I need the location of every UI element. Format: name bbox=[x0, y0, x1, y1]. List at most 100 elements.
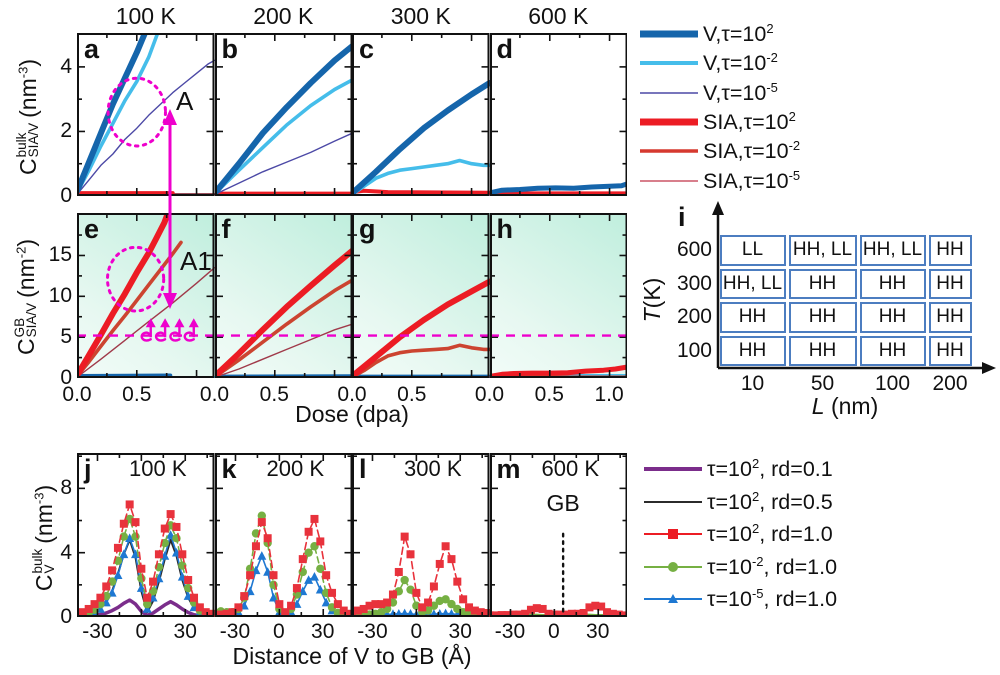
legend-line-sample bbox=[640, 149, 698, 154]
table-col-label: 50 bbox=[810, 372, 835, 395]
legend-line-sample bbox=[644, 594, 702, 604]
series-SIA-tau2 bbox=[489, 364, 627, 378]
panel-j bbox=[77, 453, 215, 617]
annotation-ellipse bbox=[106, 76, 167, 148]
annotation-label-A: A bbox=[176, 86, 194, 116]
bottom-panel-title-4: 600 K bbox=[541, 456, 600, 481]
annotation-label-A1: A1 bbox=[180, 246, 212, 276]
table-cell: HH bbox=[928, 234, 972, 266]
table-cell: HH bbox=[788, 335, 857, 366]
x-tick-label: 0.5 bbox=[259, 383, 289, 406]
legend-bottom-entry-3: τ=102, rd=1.0 bbox=[642, 521, 833, 547]
legend-label: V,τ=102 bbox=[703, 21, 774, 47]
x-tick-label: -30 bbox=[494, 620, 526, 643]
series-tau2-rd1 bbox=[352, 532, 490, 617]
legend-label: τ=102, rd=0.1 bbox=[707, 456, 833, 482]
table-cell: HH bbox=[859, 268, 926, 299]
legend-bottom-entry-4: τ=10-2, rd=1.0 bbox=[642, 554, 837, 580]
y-tick-label: 0 bbox=[60, 605, 72, 628]
x-tick-label: 30 bbox=[173, 620, 197, 643]
x-tick-label: 0.5 bbox=[397, 383, 427, 406]
series-SIA-tau-5 bbox=[77, 267, 215, 378]
panel-c bbox=[352, 33, 490, 196]
x-tick-label: 0.5 bbox=[534, 383, 564, 406]
table-x-axis-label: L (nm) bbox=[811, 393, 879, 419]
table-cell: HH bbox=[928, 301, 972, 333]
legend-label: SIA,τ=10-2 bbox=[703, 138, 801, 164]
table-col-label: 10 bbox=[740, 372, 765, 395]
y-tick-label: 4 bbox=[60, 54, 72, 78]
legend-label: τ=102, rd=0.5 bbox=[707, 488, 833, 514]
legend-line-sample bbox=[644, 561, 702, 572]
series-V-tau2 bbox=[77, 33, 149, 195]
table-row-label: 600 bbox=[676, 238, 712, 261]
series-SIA-tau2 bbox=[352, 278, 490, 378]
panel-g bbox=[352, 213, 490, 378]
legend-bottom-entry-1: τ=102, rd=0.1 bbox=[642, 456, 833, 482]
annotation-text: GB bbox=[546, 490, 579, 516]
table-cell: HH bbox=[859, 301, 926, 333]
series-SIA-tau2 bbox=[352, 188, 490, 195]
y-tick-label: 0 bbox=[60, 184, 72, 207]
series-SIA-tau-2 bbox=[352, 343, 490, 378]
y-tick-label: 4 bbox=[60, 540, 72, 564]
column-title-3: 300 K bbox=[390, 3, 451, 29]
svg-text:GB: GB bbox=[546, 490, 579, 516]
table-cell: HH, LL bbox=[859, 234, 926, 266]
x-tick-label: 0 bbox=[135, 620, 148, 643]
panel-letter-f: f bbox=[221, 214, 231, 244]
legend-line-sample bbox=[644, 467, 702, 472]
bottom-panel-title-2: 200 K bbox=[266, 456, 325, 481]
series-V-tau-5 bbox=[214, 132, 352, 196]
panel-letter-a: a bbox=[84, 34, 100, 64]
panel-e bbox=[77, 213, 215, 378]
legend-line-sample bbox=[644, 529, 702, 540]
table-col-label: 200 bbox=[932, 372, 968, 395]
legend-line-sample bbox=[640, 61, 698, 66]
legend-top-entry-4: SIA,τ=102 bbox=[638, 109, 796, 135]
panel-b bbox=[214, 33, 352, 196]
annotation-ellipse bbox=[105, 245, 166, 313]
panel-letter-k: k bbox=[221, 454, 237, 484]
panel-m: GB bbox=[489, 453, 627, 617]
legend-top-entry-5: SIA,τ=10-2 bbox=[638, 138, 800, 164]
x-tick-label: 0.0 bbox=[337, 383, 367, 406]
panel-letter-h: h bbox=[496, 214, 514, 244]
bottom-panel-title-3: 300 K bbox=[404, 456, 462, 481]
x-tick-label: -30 bbox=[219, 620, 251, 643]
table-cell: HH bbox=[928, 268, 972, 299]
table-axes bbox=[712, 201, 996, 374]
x-tick-label: 0 bbox=[273, 620, 285, 643]
column-title-2: 200 K bbox=[253, 3, 314, 29]
legend-bottom-entry-5: τ=10-5, rd=1.0 bbox=[642, 586, 837, 612]
panel-letter-g: g bbox=[359, 214, 376, 244]
panel-letter-i: i bbox=[678, 202, 686, 232]
panel-letter-c: c bbox=[359, 34, 375, 64]
legend-top-entry-3: V,τ=10-5 bbox=[638, 80, 778, 106]
x-axis-label-distance: Distance of V to GB (Å) bbox=[232, 643, 472, 669]
x-tick-label: 1.0 bbox=[594, 383, 624, 406]
legend-label: V,τ=10-5 bbox=[703, 79, 778, 105]
panel-letter-e: e bbox=[84, 214, 100, 244]
series-SIA-tau2 bbox=[214, 247, 352, 378]
series-tau-2-rd1 bbox=[214, 511, 352, 617]
table-row-label: 300 bbox=[676, 271, 712, 295]
x-tick-label: 0.5 bbox=[122, 383, 152, 406]
legend-top-entry-6: SIA,τ=10-5 bbox=[638, 168, 800, 194]
panel-k bbox=[214, 453, 352, 617]
x-tick-label: 30 bbox=[311, 620, 335, 643]
legend-label: SIA,τ=10-5 bbox=[703, 167, 801, 193]
panel-d bbox=[489, 33, 627, 196]
table-cell: HH bbox=[719, 335, 786, 366]
x-tick-label: -30 bbox=[82, 620, 113, 643]
series-V-tau-5 bbox=[77, 59, 215, 196]
series-tau2-rd1 bbox=[214, 514, 352, 617]
y-tick-label: 2 bbox=[60, 119, 72, 143]
series-tau2-rd1 bbox=[77, 500, 215, 617]
annotation-squiggles bbox=[140, 318, 199, 342]
legend-label: τ=102, rd=1.0 bbox=[707, 521, 833, 547]
y-axis-symbol: C bbox=[12, 338, 39, 355]
table-row-label: 200 bbox=[676, 305, 712, 328]
x-tick-label: 0 bbox=[548, 620, 560, 643]
